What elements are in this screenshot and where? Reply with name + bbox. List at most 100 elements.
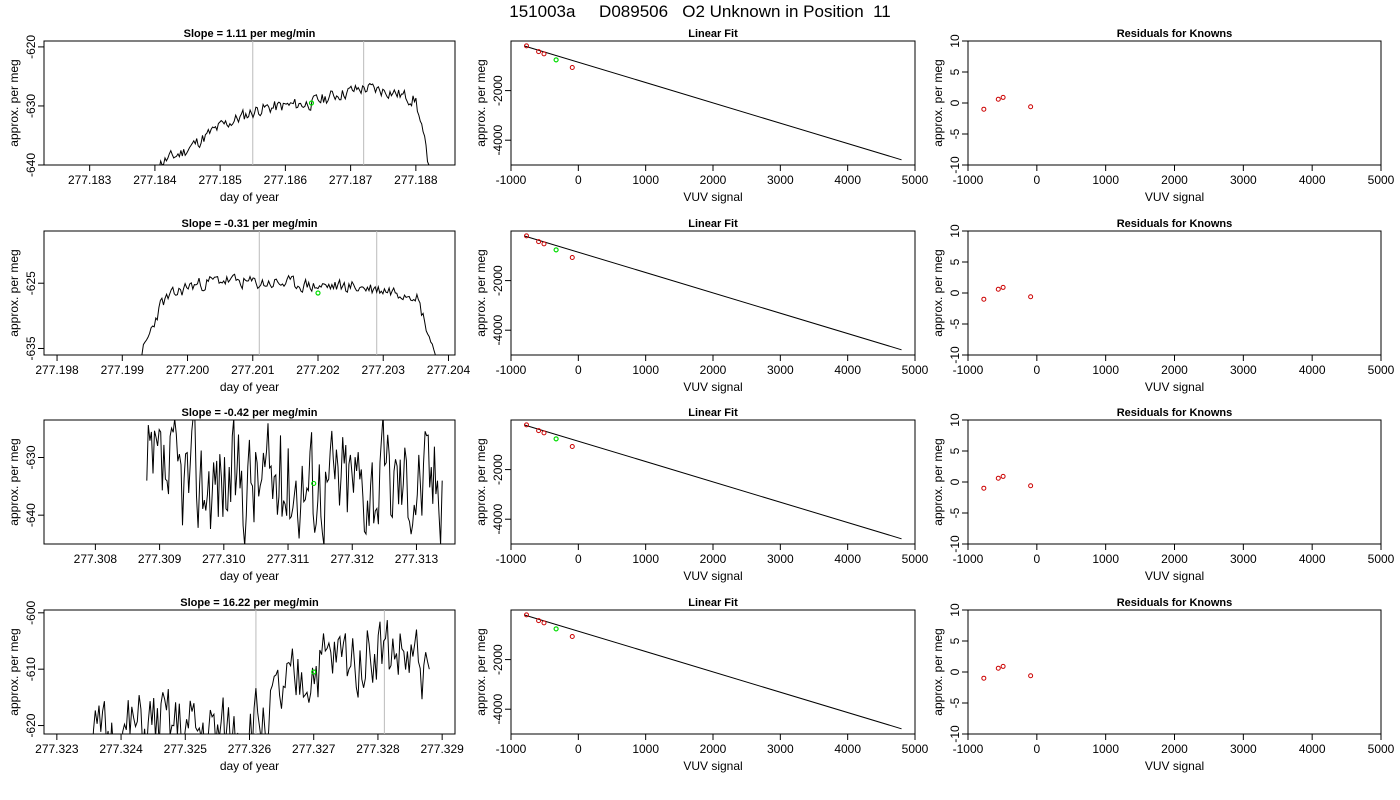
plot-area	[981, 663, 1034, 681]
x-tick-label: 5000	[902, 363, 929, 377]
plot-frame	[43, 419, 456, 545]
plot-area	[154, 41, 430, 165]
x-tick-label: 2000	[700, 742, 727, 756]
x-tick-label: 277.327	[292, 742, 336, 756]
y-tick-label: -620	[24, 713, 38, 737]
panel-title: Slope = -0.42 per meg/min	[181, 407, 317, 419]
x-tick-label: 2000	[700, 173, 727, 187]
y-axis-label: approx. per meg	[931, 249, 945, 336]
known-standard-point	[523, 422, 529, 428]
known-standard-point	[523, 233, 529, 239]
x-tick-label: 277.324	[99, 742, 143, 756]
data-trace-line	[146, 420, 443, 544]
x-tick-label: 4000	[1299, 742, 1326, 756]
x-tick-label: 2000	[1161, 742, 1188, 756]
x-tick-label: -1000	[953, 552, 984, 566]
panel-fit-4: Linear Fit -1000 0 1000 2000 3000 4000 5000 -400…	[474, 597, 929, 773]
plot-area	[146, 420, 443, 544]
x-tick-label: 2000	[700, 363, 727, 377]
known-standard-point	[536, 428, 542, 434]
x-tick-label: 1000	[632, 742, 659, 756]
x-tick-label: 277.312	[331, 552, 375, 566]
x-tick-label: 4000	[834, 552, 861, 566]
x-tick-label: 4000	[1299, 173, 1326, 187]
residual-point	[981, 106, 987, 112]
x-tick-label: 277.325	[164, 742, 208, 756]
y-tick-label: 5	[948, 447, 962, 454]
y-tick-label: 10	[948, 413, 962, 427]
panel-trace-1: Slope = 1.11 per meg/min 277.183 277.184 27…	[7, 28, 456, 204]
known-standard-point	[523, 43, 529, 49]
current-point-marker	[311, 669, 317, 675]
x-tick-label: 277.311	[267, 552, 310, 566]
current-point-marker	[308, 100, 315, 106]
unknown-sample-point	[553, 626, 559, 632]
x-tick-label: 3000	[1230, 363, 1257, 377]
x-tick-label: 1000	[632, 173, 659, 187]
y-tick-label: -4000	[491, 504, 505, 535]
panel-fit-3: Linear Fit -1000 0 1000 2000 3000 4000 5000 -400…	[474, 407, 929, 583]
known-standard-point	[569, 634, 575, 640]
plot-area	[523, 422, 902, 540]
x-tick-label: 277.309	[138, 552, 182, 566]
residual-point	[995, 286, 1001, 292]
x-tick-label: 4000	[1299, 363, 1326, 377]
panel-title: Slope = 16.22 per meg/min	[180, 597, 319, 609]
y-tick-label: -625	[24, 271, 38, 295]
x-tick-label: -1000	[496, 552, 527, 566]
residual-point	[995, 665, 1001, 671]
x-tick-label: 277.329	[420, 742, 464, 756]
x-axis-label: VUV signal	[683, 759, 742, 773]
plot-frame	[43, 609, 456, 735]
residual-point	[1028, 483, 1034, 489]
x-tick-label: 3000	[767, 552, 794, 566]
y-tick-label: -2000	[491, 644, 505, 675]
x-tick-label: 277.188	[394, 173, 438, 187]
y-tick-label: -620	[24, 35, 38, 59]
x-tick-label: 3000	[1230, 552, 1257, 566]
x-axis-label: day of year	[220, 759, 279, 773]
y-tick-label: -640	[24, 503, 38, 527]
plot-frame	[967, 419, 1382, 545]
x-tick-label: 5000	[902, 742, 929, 756]
y-tick-label: -5	[948, 697, 962, 708]
residual-point	[981, 675, 987, 681]
y-tick-label: -640	[24, 153, 38, 177]
current-point-marker	[311, 480, 317, 487]
known-standard-point	[569, 65, 575, 71]
residual-point	[981, 296, 987, 302]
panel-title: Slope = -0.31 per meg/min	[181, 218, 317, 230]
x-tick-label: 3000	[767, 363, 794, 377]
y-tick-label: 0	[948, 668, 962, 675]
x-tick-label: 277.323	[35, 742, 79, 756]
x-tick-label: 277.185	[198, 173, 242, 187]
panel-residuals-3: Residuals for Knowns -1000 0 1000 2000 3000 40…	[931, 407, 1395, 583]
known-standard-point	[536, 239, 542, 245]
y-tick-label: -635	[24, 336, 38, 360]
y-tick-label: -4000	[491, 125, 505, 156]
y-axis-label: approx. per meg	[931, 59, 945, 146]
panel-residuals-1: Residuals for Knowns -1000 0 1000 2000 3000 40…	[931, 28, 1395, 204]
y-tick-label: -10	[948, 346, 962, 364]
y-tick-label: 0	[948, 99, 962, 106]
x-tick-label: 0	[575, 363, 582, 377]
x-axis-label: VUV signal	[683, 569, 742, 583]
plot-frame	[967, 230, 1382, 356]
panel-title: Residuals for Knowns	[1117, 28, 1233, 40]
unknown-sample-point	[553, 57, 559, 63]
x-tick-label: 3000	[1230, 742, 1257, 756]
x-tick-label: 4000	[834, 742, 861, 756]
y-tick-label: -2000	[491, 75, 505, 106]
y-tick-label: -630	[24, 94, 38, 118]
y-tick-label: 10	[948, 603, 962, 617]
x-tick-label: 277.310	[202, 552, 246, 566]
plot-frame	[43, 230, 456, 356]
x-axis-label: VUV signal	[683, 380, 742, 394]
x-tick-label: 5000	[1368, 742, 1395, 756]
residual-point	[995, 475, 1001, 481]
x-tick-label: 3000	[767, 173, 794, 187]
fit-line	[524, 45, 902, 161]
x-axis-label: day of year	[220, 380, 279, 394]
x-tick-label: 0	[575, 173, 582, 187]
